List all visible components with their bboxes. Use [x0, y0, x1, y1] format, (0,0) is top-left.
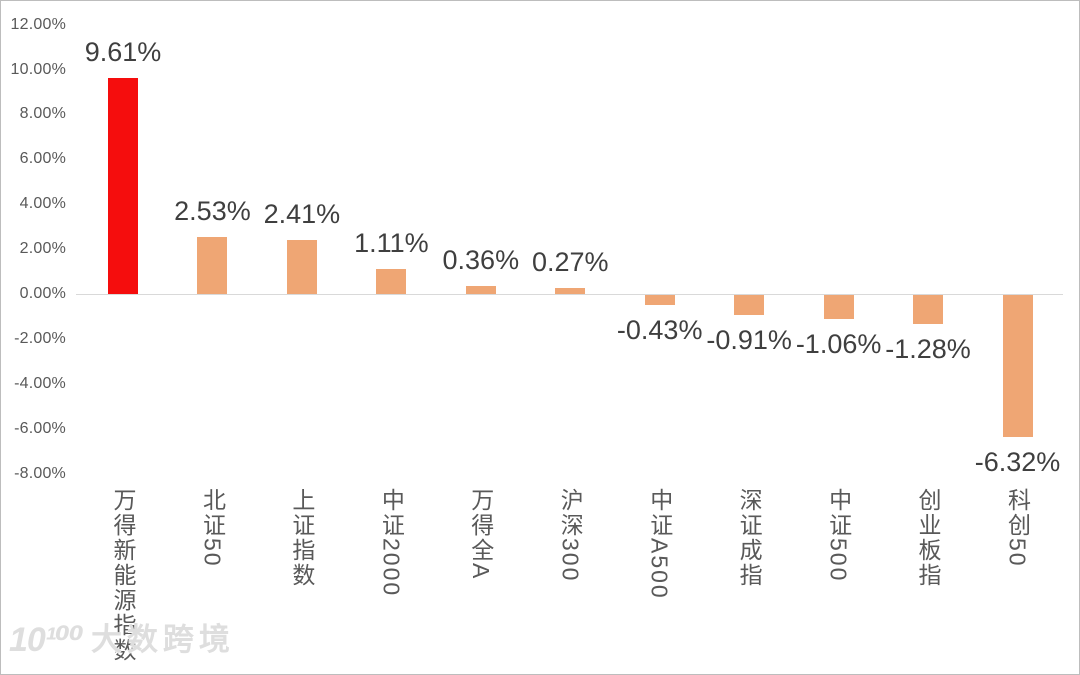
y-axis-tick-label: -6.00% [14, 419, 66, 437]
y-axis-tick-label: 2.00% [19, 240, 66, 258]
category-label: 北证50 [199, 488, 226, 568]
category-label: 创业板指 [915, 488, 942, 588]
value-label: -1.06% [795, 328, 882, 359]
y-axis-tick-label: -2.00% [14, 329, 66, 347]
value-label: -1.28% [885, 333, 971, 364]
bar-5 [465, 285, 496, 294]
bar-9 [823, 295, 854, 319]
bar-10 [913, 295, 944, 324]
googol-logo-icon: 10¹⁰⁰ [9, 621, 84, 659]
y-axis-tick-label: -4.00% [14, 374, 66, 392]
value-label: 2.41% [263, 198, 341, 229]
bar-8 [734, 295, 765, 316]
value-label: -6.32% [974, 446, 1061, 477]
bar-11 [1002, 295, 1033, 437]
y-axis-tick-label: -8.00% [14, 464, 66, 482]
y-axis-tick-label: 10.00% [10, 60, 66, 78]
category-label: 中证2000 [378, 488, 405, 598]
y-axis-tick-label: 12.00% [10, 15, 66, 33]
category-label: 沪深300 [557, 488, 584, 583]
bar-1 [108, 78, 138, 294]
y-axis-tick-label: 6.00% [19, 150, 66, 168]
y-axis-tick-label: 8.00% [19, 105, 66, 123]
zero-axis-line [76, 294, 1063, 295]
value-label: -0.91% [706, 325, 792, 356]
category-label: 中证500 [825, 488, 852, 583]
value-label: 2.53% [174, 196, 251, 227]
watermark-label: 大数跨境 [90, 622, 235, 657]
value-label: -0.43% [616, 314, 703, 345]
category-label: 上证指数 [288, 488, 315, 588]
y-axis-tick-label: 0.00% [19, 285, 66, 302]
value-label: 9.61% [84, 37, 162, 68]
watermark: 10¹⁰⁰ 大数跨境 [9, 621, 235, 659]
value-label: 0.36% [442, 244, 520, 275]
bar-2 [197, 237, 228, 294]
value-label: 1.11% [354, 228, 429, 259]
bar-7 [644, 295, 675, 305]
category-label: 深证成指 [736, 488, 763, 588]
category-label: 万得新能源指数 [110, 488, 136, 663]
category-label: 万得全A [467, 488, 494, 581]
bar-4 [376, 269, 407, 294]
category-label: 中证A500 [646, 488, 673, 600]
bar-6 [555, 287, 586, 294]
bar-3 [286, 239, 317, 294]
category-label: 科创50 [1004, 488, 1031, 568]
value-label: 0.27% [531, 246, 609, 277]
y-axis-tick-label: 4.00% [19, 195, 66, 213]
